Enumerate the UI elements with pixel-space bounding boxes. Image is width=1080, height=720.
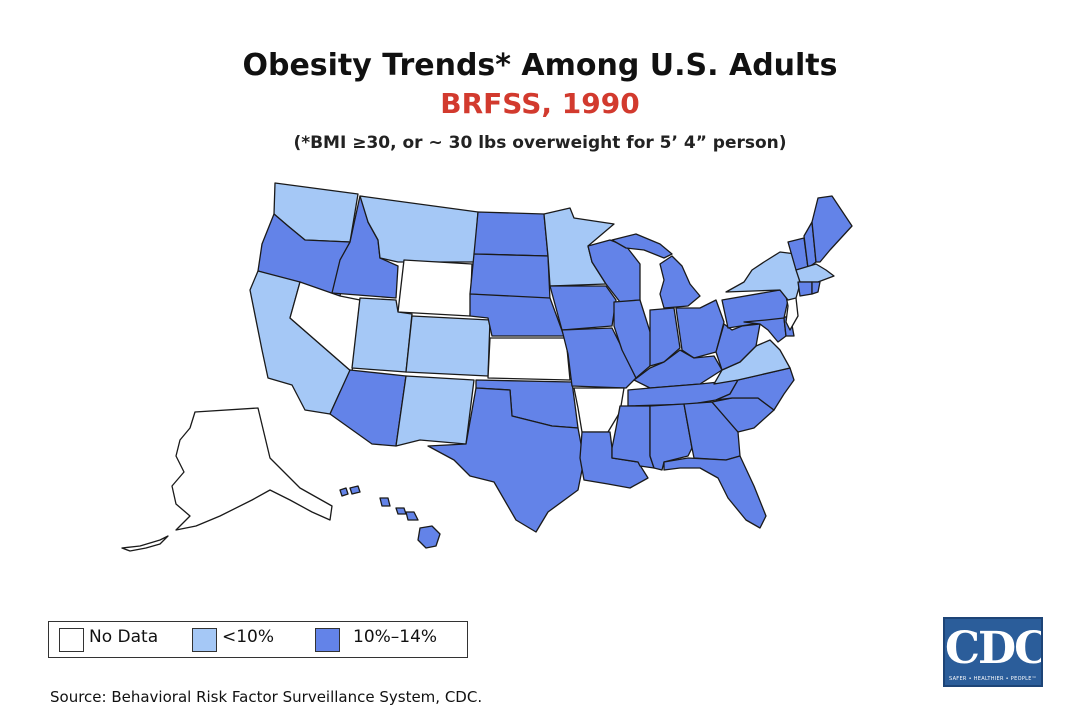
state-la[interactable]	[579, 431, 649, 489]
source-note: Source: Behavioral Risk Factor Surveilla…	[50, 688, 483, 706]
state-hi[interactable]	[339, 485, 441, 549]
us-obesity-map	[121, 182, 853, 552]
state-mi[interactable]	[611, 233, 701, 309]
cdc-logo-tagline: SAFER • HEALTHIER • PEOPLE™	[949, 676, 1037, 682]
state-nd[interactable]	[473, 211, 549, 257]
legend-swatch-lt10	[192, 628, 217, 652]
state-ks[interactable]	[487, 337, 571, 381]
state-nc[interactable]	[715, 367, 795, 411]
legend-swatch-10-14	[315, 628, 340, 652]
state-tx[interactable]	[427, 387, 585, 533]
state-ak[interactable]	[121, 407, 333, 552]
legend: No Data <10% 10%–14%	[48, 621, 468, 658]
state-ms[interactable]	[611, 405, 655, 469]
state-ut[interactable]	[351, 297, 413, 373]
state-hi-group	[339, 485, 441, 549]
cdc-logo: CDC SAFER • HEALTHIER • PEOPLE™	[943, 617, 1043, 687]
state-ct[interactable]	[797, 281, 813, 297]
map-title: Obesity Trends* Among U.S. Adults	[242, 48, 838, 83]
legend-label-lt10: <10%	[222, 627, 275, 647]
cdc-logo-text: CDC	[945, 623, 1043, 674]
state-mo[interactable]	[561, 327, 637, 389]
bmi-footnote: (*BMI ≥30, or ~ 30 lbs overweight for 5’…	[293, 133, 787, 153]
state-fl[interactable]	[663, 455, 767, 529]
state-ia[interactable]	[549, 285, 617, 331]
state-md[interactable]	[743, 317, 787, 343]
state-nm[interactable]	[395, 375, 475, 447]
state-sd[interactable]	[469, 253, 551, 301]
map-subtitle: BRFSS, 1990	[440, 87, 640, 120]
legend-label-10-14: 10%–14%	[353, 627, 438, 647]
legend-swatch-no-data	[59, 628, 84, 652]
state-nj[interactable]	[785, 295, 799, 331]
state-ri[interactable]	[811, 281, 821, 295]
state-me[interactable]	[811, 195, 853, 263]
state-il[interactable]	[613, 299, 653, 379]
state-ne[interactable]	[469, 293, 565, 337]
legend-label-no-data: No Data	[89, 627, 159, 647]
state-co[interactable]	[405, 315, 491, 377]
state-wy[interactable]	[397, 259, 473, 317]
